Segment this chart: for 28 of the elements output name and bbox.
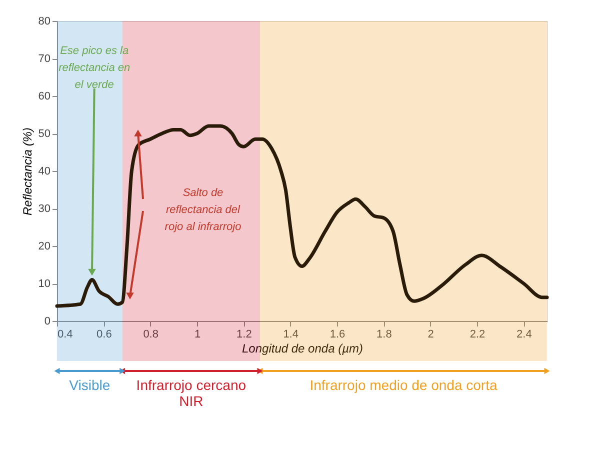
band-label: Infrarrojo medio de onda corta — [310, 377, 498, 393]
y-tick-label: 10 — [38, 278, 50, 290]
x-tick-label: 2.2 — [470, 328, 486, 340]
y-tick-label: 60 — [38, 90, 50, 102]
x-tick-label: 2.4 — [516, 328, 532, 340]
y-tick-label: 20 — [38, 240, 50, 252]
x-tick-label: 1.6 — [330, 328, 346, 340]
y-tick-label: 40 — [38, 166, 50, 178]
y-axis-title: Reflectancia (%) — [20, 127, 34, 216]
x-tick-label: 2 — [428, 328, 434, 340]
y-tick-label: 0 — [44, 316, 50, 328]
legend-label: Visible — [69, 377, 110, 393]
x-tick-label: 0.4 — [58, 328, 73, 340]
annotation: Ese pico es la reflectancia en el verde — [58, 45, 130, 91]
annotation: Salto de reflectancia del rojo al infrarrojo — [164, 187, 242, 233]
y-tick-label: 70 — [38, 53, 50, 65]
y-tick-label: 30 — [38, 203, 50, 215]
x-axis-title: Longitud de onda (µm) — [242, 342, 363, 356]
x-tick-label: 0.6 — [96, 328, 112, 340]
line-series — [55, 124, 549, 308]
x-tick-label: 1.8 — [376, 328, 392, 340]
y-tick-label: 50 — [38, 128, 50, 140]
x-tick-label: 1 — [194, 328, 201, 340]
legend-label: Infrarrojo cercano NIR — [136, 377, 246, 409]
x-tick-label: 1.4 — [283, 328, 298, 340]
x-tick-label: 0.8 — [143, 328, 158, 340]
y-tick-label: 80 — [38, 16, 50, 28]
x-tick-label: 1.2 — [236, 328, 252, 340]
